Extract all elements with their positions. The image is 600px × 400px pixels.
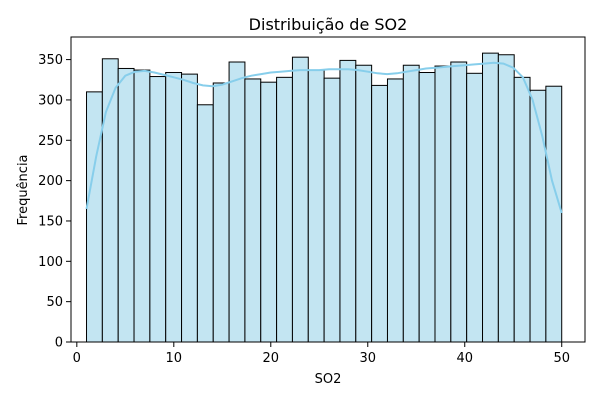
histogram-bar (212, 82, 230, 343)
histogram-bar (386, 78, 404, 343)
histogram-bar (545, 85, 563, 343)
histogram-bar (165, 72, 183, 343)
histogram-bar (323, 77, 341, 343)
histogram-bar (402, 64, 420, 343)
y-tick-label: 250 (38, 134, 63, 149)
histogram-bar (228, 61, 246, 343)
histogram-bar (307, 69, 325, 343)
chart-title: Distribuição de SO2 (249, 15, 408, 34)
x-tick-label: 20 (263, 351, 280, 366)
histogram-bar (86, 91, 103, 343)
histogram-bar (117, 67, 135, 343)
y-tick-label: 300 (38, 93, 63, 108)
histogram-bar (181, 73, 198, 343)
x-tick-label: 30 (359, 351, 376, 366)
histogram-bar (434, 65, 452, 343)
histogram-bar (418, 72, 436, 343)
histogram-bar (497, 54, 515, 343)
histogram-bar (244, 78, 262, 343)
histogram-bar (450, 61, 468, 343)
histogram-bar (276, 76, 293, 343)
y-tick-label: 200 (38, 174, 63, 189)
histogram-bar (149, 76, 167, 343)
plot-frame (70, 36, 586, 343)
histogram-bar (260, 81, 278, 343)
histogram-bar (339, 59, 357, 343)
y-tick-label: 150 (38, 214, 63, 229)
y-axis-label: Frequência (16, 154, 31, 225)
y-tick-label: 100 (38, 255, 63, 270)
y-tick-label: 0 (55, 336, 63, 351)
histogram-bar (466, 72, 484, 343)
x-tick-label: 40 (456, 351, 473, 366)
y-axis-ticks: 0 50 100 150 200 250 300 350 (38, 53, 71, 351)
histogram-bar (291, 56, 309, 343)
histogram-bar (371, 84, 388, 343)
histogram-bar (529, 89, 547, 343)
histogram-bar (196, 104, 214, 343)
y-tick-label: 50 (46, 295, 63, 310)
kde-curve (85, 61, 563, 214)
histogram-bar (513, 76, 531, 343)
x-axis-label: SO2 (315, 372, 342, 387)
x-tick-label: 50 (553, 351, 570, 366)
y-tick-label: 350 (38, 53, 63, 68)
histogram-bar (133, 69, 151, 343)
x-axis-ticks: 0 10 20 30 40 50 (73, 342, 570, 366)
histogram-bar (355, 64, 373, 343)
x-tick-label: 0 (73, 351, 81, 366)
x-tick-label: 10 (166, 351, 183, 366)
histogram-bars (86, 52, 563, 343)
histogram-bar (482, 52, 499, 343)
